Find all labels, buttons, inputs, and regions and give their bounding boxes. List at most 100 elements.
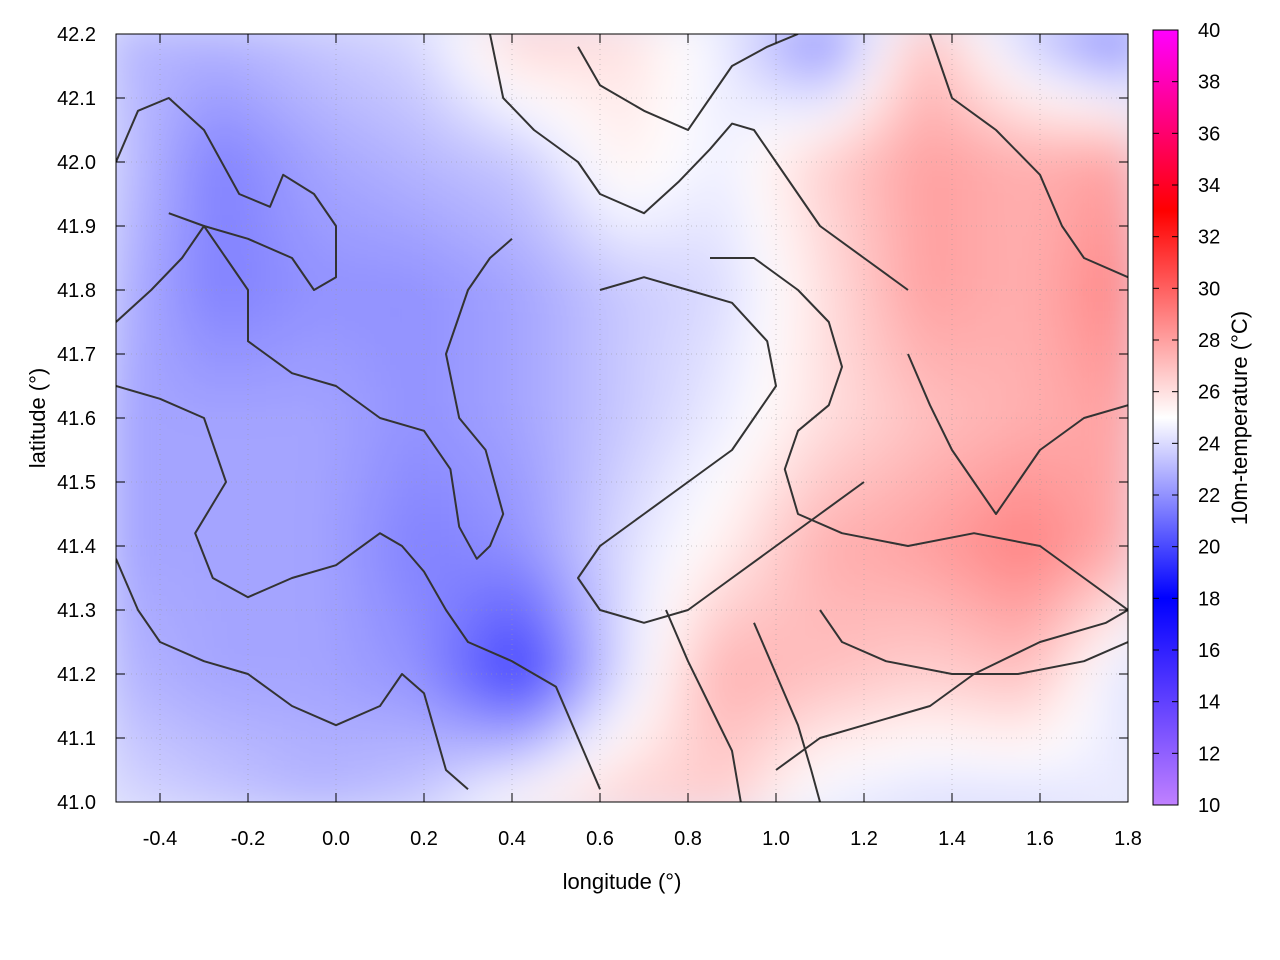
- heatmap-cell: [377, 706, 396, 729]
- heatmap-cell: [883, 172, 902, 195]
- heatmap-cell: [478, 108, 497, 131]
- heatmap-cell: [394, 300, 413, 323]
- heatmap-cell: [310, 172, 328, 195]
- heatmap-cell: [647, 130, 666, 153]
- heatmap-cell: [579, 34, 598, 46]
- heatmap-cell: [191, 556, 210, 579]
- heatmap-cell: [259, 514, 278, 537]
- heatmap-cell: [748, 194, 767, 217]
- heatmap-cell: [461, 556, 480, 579]
- heatmap-cell: [1035, 44, 1054, 67]
- heatmap-cell: [141, 343, 160, 366]
- heatmap-cell: [984, 770, 1003, 793]
- heatmap-cell: [681, 727, 699, 750]
- heatmap-cell: [630, 770, 649, 793]
- heatmap-cell: [714, 34, 733, 46]
- heatmap-cell: [613, 620, 632, 643]
- heatmap-cell: [799, 407, 817, 430]
- heatmap-cell: [1102, 151, 1121, 174]
- heatmap-cell: [630, 535, 649, 558]
- heatmap-cell: [832, 684, 851, 707]
- heatmap-cell: [883, 407, 902, 430]
- heatmap-cell: [917, 279, 936, 302]
- heatmap-cell: [748, 450, 767, 473]
- heatmap-cell: [529, 514, 548, 537]
- heatmap-cell: [849, 535, 868, 558]
- heatmap-cell: [664, 471, 683, 494]
- heatmap-cell: [934, 130, 952, 153]
- heatmap-cell: [343, 130, 362, 153]
- heatmap-cell: [478, 322, 497, 345]
- heatmap-cell: [158, 34, 177, 46]
- heatmap-cell: [1102, 215, 1121, 238]
- heatmap-cell: [191, 172, 210, 195]
- heatmap-cell: [529, 407, 548, 430]
- heatmap-cell: [799, 791, 817, 802]
- heatmap-cell: [748, 578, 767, 601]
- heatmap-cell: [360, 386, 379, 409]
- heatmap-cell: [478, 364, 497, 387]
- heatmap-cell: [563, 364, 581, 387]
- heatmap-cell: [563, 620, 581, 643]
- heatmap-cell: [116, 791, 126, 802]
- heatmap-cell: [141, 108, 160, 131]
- heatmap-cell: [900, 578, 919, 601]
- heatmap-cell: [866, 108, 885, 131]
- heatmap-cell: [967, 364, 986, 387]
- heatmap-cell: [242, 258, 261, 281]
- heatmap-cell: [293, 535, 311, 558]
- heatmap-cell: [546, 194, 564, 217]
- heatmap-cell: [191, 748, 210, 771]
- heatmap-cell: [596, 471, 615, 494]
- heatmap-cell: [1085, 620, 1104, 643]
- heatmap-cell: [1001, 791, 1020, 802]
- heatmap-cell: [1102, 471, 1121, 494]
- heatmap-cell: [546, 599, 564, 622]
- heatmap-cell: [832, 663, 851, 686]
- heatmap-cell: [495, 471, 514, 494]
- heatmap-cell: [950, 66, 969, 89]
- heatmap-cell: [934, 642, 952, 665]
- heatmap-cell: [191, 642, 210, 665]
- heatmap-cell: [478, 343, 497, 366]
- heatmap-cell: [1119, 556, 1128, 579]
- heatmap-cell: [175, 791, 193, 802]
- heatmap-cell: [1102, 386, 1121, 409]
- heatmap-cell: [478, 44, 497, 67]
- heatmap-cell: [934, 471, 952, 494]
- heatmap-cell: [967, 343, 986, 366]
- heatmap-cell: [1069, 215, 1087, 238]
- heatmap-cell: [984, 322, 1003, 345]
- heatmap-cell: [934, 172, 952, 195]
- heatmap-cell: [495, 343, 514, 366]
- heatmap-cell: [225, 684, 244, 707]
- heatmap-cell: [428, 194, 446, 217]
- heatmap-cell: [293, 684, 311, 707]
- heatmap-cell: [1119, 130, 1128, 153]
- heatmap-cell: [1052, 172, 1070, 195]
- heatmap-cell: [984, 300, 1003, 323]
- heatmap-cell: [529, 727, 548, 750]
- heatmap-cell: [799, 322, 817, 345]
- heatmap-cell: [849, 770, 868, 793]
- heatmap-cell: [799, 130, 817, 153]
- heatmap-cell: [748, 215, 767, 238]
- heatmap-cell: [1018, 471, 1037, 494]
- heatmap-cell: [512, 492, 531, 515]
- heatmap-cell: [141, 300, 160, 323]
- heatmap-cell: [529, 599, 548, 622]
- heatmap-cell: [377, 599, 396, 622]
- heatmap-cell: [1001, 194, 1020, 217]
- heatmap-cell: [546, 130, 564, 153]
- heatmap-cell: [512, 343, 531, 366]
- heatmap-cell: [360, 727, 379, 750]
- heatmap-cell: [681, 236, 699, 259]
- heatmap-cell: [394, 364, 413, 387]
- heatmap-cell: [883, 108, 902, 131]
- heatmap-cell: [849, 44, 868, 67]
- heatmap-cell: [883, 492, 902, 515]
- heatmap-cell: [647, 66, 666, 89]
- heatmap-cell: [1018, 236, 1037, 259]
- heatmap-cell: [748, 87, 767, 110]
- heatmap-cell: [495, 791, 514, 802]
